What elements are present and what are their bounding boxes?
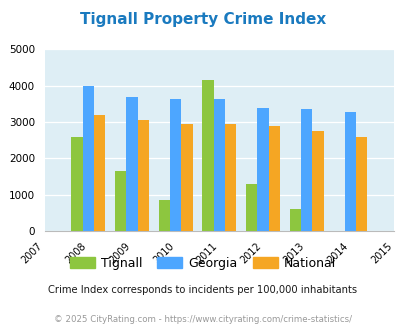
- Bar: [311, 131, 323, 231]
- Bar: [83, 86, 94, 231]
- Text: Tignall Property Crime Index: Tignall Property Crime Index: [80, 12, 325, 26]
- Bar: [245, 184, 257, 231]
- Text: © 2025 CityRating.com - https://www.cityrating.com/crime-statistics/: © 2025 CityRating.com - https://www.city…: [54, 315, 351, 324]
- Bar: [126, 97, 137, 231]
- Bar: [202, 80, 213, 231]
- Bar: [300, 109, 311, 231]
- Bar: [115, 171, 126, 231]
- Bar: [158, 200, 170, 231]
- Bar: [224, 124, 236, 231]
- Bar: [344, 112, 355, 231]
- Bar: [71, 137, 83, 231]
- Bar: [213, 98, 224, 231]
- Text: Crime Index corresponds to incidents per 100,000 inhabitants: Crime Index corresponds to incidents per…: [48, 285, 357, 295]
- Bar: [268, 126, 279, 231]
- Bar: [170, 98, 181, 231]
- Bar: [355, 137, 366, 231]
- Bar: [181, 124, 192, 231]
- Legend: Tignall, Georgia, National: Tignall, Georgia, National: [64, 252, 341, 275]
- Bar: [137, 120, 149, 231]
- Bar: [289, 209, 300, 231]
- Bar: [257, 108, 268, 231]
- Bar: [94, 115, 105, 231]
